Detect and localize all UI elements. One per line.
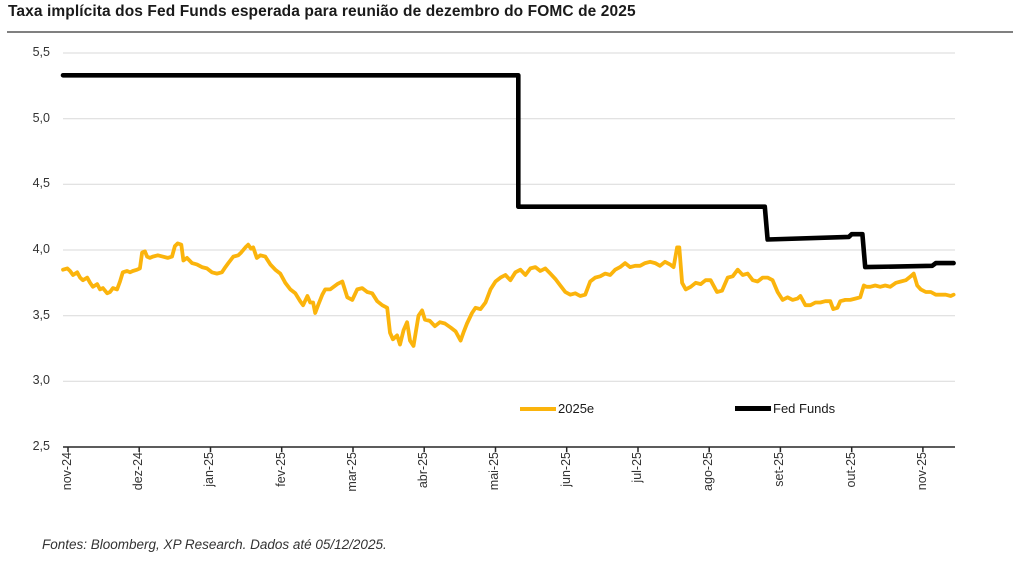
- chart-title: Taxa implícita dos Fed Funds esperada pa…: [8, 3, 636, 20]
- legend-swatch-2025e: [520, 406, 556, 411]
- x-tick-label: jun-25: [558, 452, 573, 487]
- y-tick-label: 4,5: [32, 176, 50, 191]
- legend-swatch-fed-funds: [735, 406, 771, 411]
- legend-label-2025e: 2025e: [558, 401, 595, 416]
- x-tick-label: ago-25: [701, 452, 716, 491]
- series-line-Fed Funds: [60, 73, 956, 270]
- y-tick-label: 3,0: [32, 373, 50, 388]
- title-divider: [7, 31, 1013, 33]
- series-line-2025e: [61, 241, 956, 348]
- x-tick-label: out-25: [843, 452, 858, 488]
- x-tick-label: jan-25: [202, 452, 217, 487]
- y-tick-label: 4,0: [32, 242, 50, 256]
- x-tick-label: mar-25: [344, 452, 359, 492]
- y-tick-label: 5,0: [32, 110, 50, 125]
- x-tick-label: dez-24: [131, 452, 146, 491]
- legend-item-2025e: 2025e: [520, 401, 594, 416]
- x-tick-label: nov-25: [914, 452, 929, 491]
- x-tick-label: abr-25: [416, 452, 431, 489]
- y-tick-label: 5,5: [32, 45, 50, 59]
- y-tick-label: 3,5: [32, 307, 50, 322]
- x-tick-label: jul-25: [629, 452, 644, 483]
- legend-item-fed-funds: Fed Funds: [735, 401, 835, 416]
- y-tick-label: 2,5: [32, 439, 50, 453]
- chart-source: Fontes: Bloomberg, XP Research. Dados at…: [42, 537, 387, 552]
- legend-label-fed-funds: Fed Funds: [773, 401, 836, 416]
- x-tick-label: fev-25: [273, 452, 288, 487]
- x-tick-label: set-25: [772, 452, 787, 487]
- x-tick-label: nov-24: [59, 452, 74, 491]
- x-tick-label: mai-25: [487, 452, 502, 491]
